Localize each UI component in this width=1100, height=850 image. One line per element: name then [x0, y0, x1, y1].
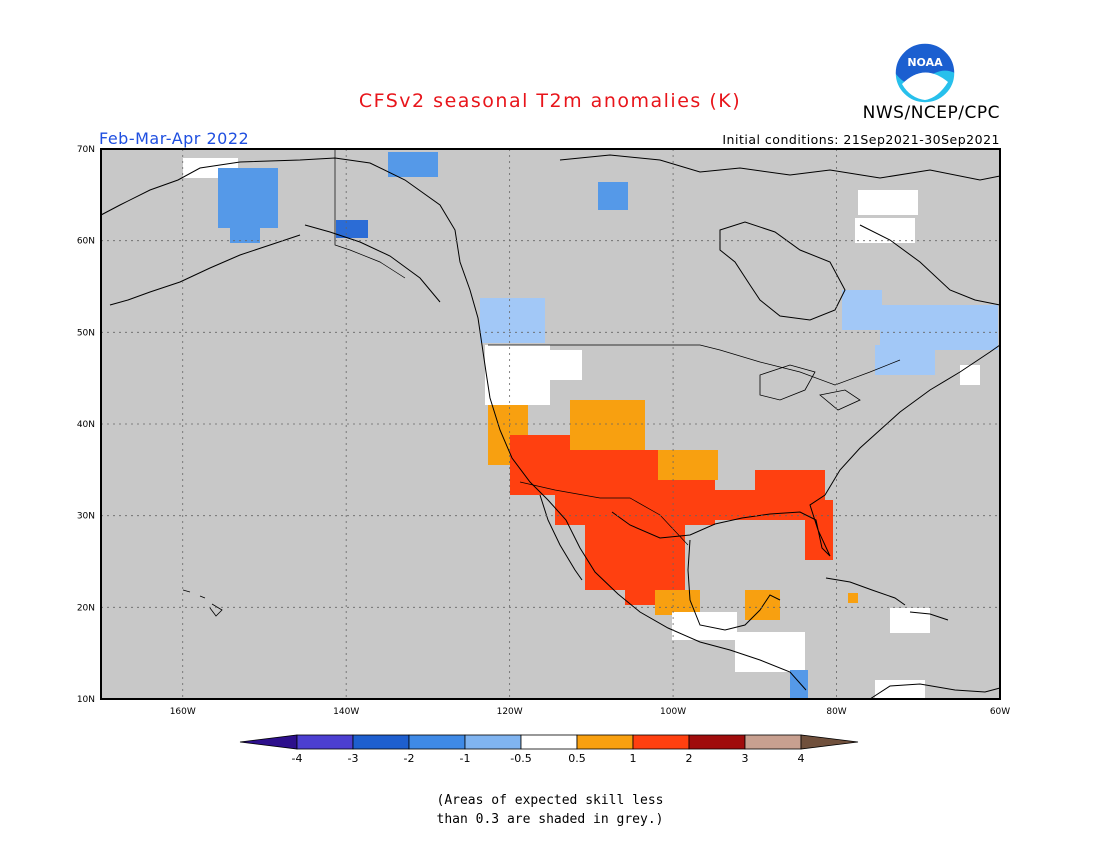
anomaly-cold-alaska-south	[230, 228, 260, 243]
footnote-line-2: than 0.3 are shaded in grey.)	[436, 812, 664, 827]
agency-label: NWS/NCEP/CPC	[862, 103, 1000, 123]
longitude-label: 160W	[170, 707, 196, 717]
anomaly-weak-cold-maritimes	[875, 345, 935, 375]
colorbar-tick-label: 0.5	[568, 752, 586, 765]
colorbar-tick-label: -4	[292, 752, 303, 765]
border-us-mexico	[519, 481, 689, 546]
anomaly-weak-warm-oklahoma	[658, 450, 718, 480]
anomaly-warm-florida	[805, 500, 833, 560]
anomaly-neutral-baffin	[858, 190, 918, 215]
colorbar-tick-label: -3	[348, 752, 359, 765]
latitude-label: 10N	[77, 695, 95, 705]
latitude-label: 30N	[77, 512, 95, 522]
coastline-baja	[539, 494, 583, 581]
colorbar-segment	[296, 734, 354, 750]
latitude-label: 40N	[77, 420, 95, 430]
colorbar-segment	[520, 734, 578, 750]
figure-title: CFSv2 seasonal T2m anomalies (K)	[358, 90, 742, 112]
anomaly-neutral-newfoundland	[960, 365, 980, 385]
logo-bird-shape	[902, 72, 948, 100]
colorbar-tick-label: -0.5	[510, 752, 531, 765]
colorbar-extension-low	[239, 734, 298, 750]
anomaly-neutral-caribbean	[890, 608, 930, 633]
anomaly-weak-warm-cuba	[848, 593, 858, 603]
coastline-labrador	[859, 224, 1001, 306]
anomaly-cells	[183, 152, 998, 698]
coastline-alaska-peninsula	[109, 234, 301, 306]
colorbar-segment	[632, 734, 690, 750]
colorbar-tick-label: -2	[404, 752, 415, 765]
anomaly-warm-mexico-north	[585, 520, 685, 590]
colorbar-segment	[576, 734, 634, 750]
anomaly-weak-cold-quebec	[880, 305, 998, 350]
latitude-label: 70N	[77, 145, 95, 155]
coastline-south-america	[869, 683, 1001, 700]
colorbar-tick-label: -1	[460, 752, 471, 765]
logo-text: NOAA	[907, 56, 943, 69]
footnote-line-1: (Areas of expected skill less	[436, 793, 664, 808]
border-alaska-canada	[334, 149, 406, 279]
latitude-labels: 70N 60N 50N 40N 30N 20N 10N	[77, 145, 95, 705]
border-us-canada	[488, 344, 901, 386]
longitude-labels: 160W 140W 120W 100W 80W 60W	[170, 707, 1011, 717]
anomaly-weak-warm-mexico-south	[655, 590, 700, 615]
coastlines	[100, 149, 1001, 700]
logo-ring	[894, 42, 956, 104]
anomaly-cold-arctic	[388, 152, 438, 177]
coastline-gulf	[611, 344, 1001, 557]
colorbar-tick-label: 3	[742, 752, 749, 765]
latitude-label: 50N	[77, 328, 95, 338]
colorbar-segment	[688, 734, 746, 750]
anomaly-neutral-northwest	[485, 345, 550, 405]
anomaly-neutral-labrador	[855, 218, 915, 243]
season-label: Feb-Mar-Apr 2022	[99, 129, 250, 148]
anomaly-weak-warm-yucatan	[745, 590, 780, 620]
colorbar-tick-label: 2	[686, 752, 693, 765]
anomaly-weak-cold-ontario	[842, 290, 882, 330]
colorbar-segment	[352, 734, 410, 750]
longitude-label: 60W	[990, 707, 1010, 717]
anomaly-cold-panama	[790, 670, 808, 698]
coastline-mexico-gulf	[687, 539, 781, 631]
colorbar-segment	[408, 734, 466, 750]
longitude-label: 80W	[826, 707, 846, 717]
coastline-hispaniola	[909, 611, 949, 621]
anomaly-weak-cold-bc	[480, 298, 545, 343]
map-frame	[100, 148, 1001, 700]
anomaly-cold-canada-north	[598, 182, 628, 210]
initial-conditions-label: Initial conditions: 21Sep2021-30Sep2021	[722, 132, 1000, 147]
anomaly-weak-warm-colorado	[570, 400, 645, 450]
colorbar-tick-label: 1	[630, 752, 637, 765]
longitude-label: 100W	[660, 707, 686, 717]
coastline-cuba	[825, 577, 906, 606]
colorbar-segment	[464, 734, 522, 750]
map-gridlines	[101, 149, 1000, 699]
longitude-label: 120W	[497, 707, 523, 717]
longitude-label: 140W	[333, 707, 359, 717]
latitude-label: 20N	[77, 603, 95, 613]
coastline-pacific	[100, 157, 807, 691]
colorbar-extension-high	[800, 734, 859, 750]
anomaly-neutral-venezuela	[875, 680, 925, 698]
anomaly-strong-cold-yukon	[336, 220, 368, 238]
latitude-label: 60N	[77, 237, 95, 247]
coastline-hudson-bay	[719, 221, 846, 321]
great-lakes	[759, 364, 861, 411]
anomaly-neutral-central-america	[735, 632, 805, 672]
colorbar-segment	[744, 734, 802, 750]
coastline-alaska-south	[304, 224, 441, 303]
anomaly-cold-alaska	[218, 168, 278, 228]
noaa-logo: NOAA	[894, 42, 956, 104]
color-bar: -4 -3 -2 -1 -0.5 0.5 1 2 3 4	[239, 734, 859, 765]
colorbar-tick-label: 4	[798, 752, 805, 765]
coastline-arctic	[559, 154, 1001, 181]
anomaly-neutral-idaho	[550, 350, 582, 380]
